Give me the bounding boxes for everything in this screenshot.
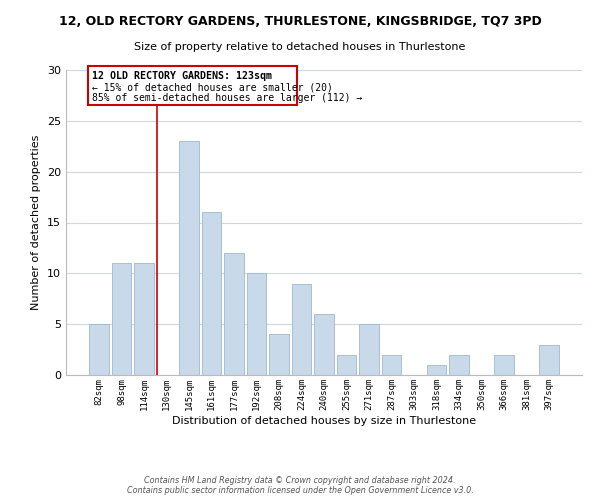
Bar	[539, 344, 559, 375]
Bar	[337, 354, 356, 375]
Bar	[179, 141, 199, 375]
Text: Size of property relative to detached houses in Thurlestone: Size of property relative to detached ho…	[134, 42, 466, 52]
Bar	[314, 314, 334, 375]
Bar	[247, 274, 266, 375]
Bar	[224, 253, 244, 375]
Bar	[382, 354, 401, 375]
Bar	[427, 365, 446, 375]
Bar	[292, 284, 311, 375]
Bar	[359, 324, 379, 375]
Bar	[269, 334, 289, 375]
Text: Contains HM Land Registry data © Crown copyright and database right 2024.
Contai: Contains HM Land Registry data © Crown c…	[127, 476, 473, 495]
Bar	[494, 354, 514, 375]
X-axis label: Distribution of detached houses by size in Thurlestone: Distribution of detached houses by size …	[172, 416, 476, 426]
Bar	[202, 212, 221, 375]
Text: ← 15% of detached houses are smaller (20): ← 15% of detached houses are smaller (20…	[92, 82, 332, 92]
Text: 12, OLD RECTORY GARDENS, THURLESTONE, KINGSBRIDGE, TQ7 3PD: 12, OLD RECTORY GARDENS, THURLESTONE, KI…	[59, 15, 541, 28]
Y-axis label: Number of detached properties: Number of detached properties	[31, 135, 41, 310]
FancyBboxPatch shape	[88, 66, 298, 104]
Bar	[89, 324, 109, 375]
Text: 85% of semi-detached houses are larger (112) →: 85% of semi-detached houses are larger (…	[92, 94, 362, 104]
Text: 12 OLD RECTORY GARDENS: 123sqm: 12 OLD RECTORY GARDENS: 123sqm	[92, 71, 272, 81]
Bar	[134, 263, 154, 375]
Bar	[449, 354, 469, 375]
Bar	[112, 263, 131, 375]
